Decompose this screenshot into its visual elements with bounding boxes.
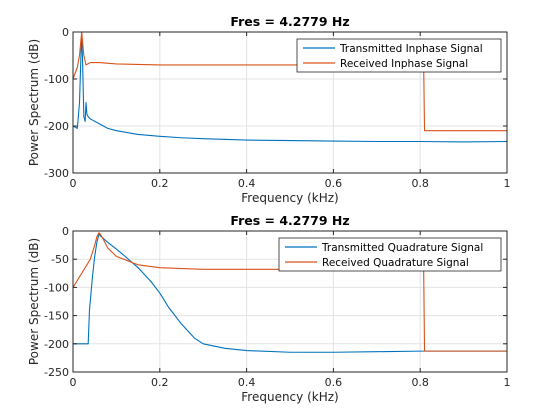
y-tick-label: -100 <box>44 281 69 294</box>
chart-title: Fres = 4.2779 Hz <box>230 14 349 29</box>
axes-box <box>72 31 508 174</box>
y-tick-label: -50 <box>51 253 69 266</box>
x-tick-label: 0.4 <box>238 177 256 190</box>
x-axis-label: Frequency (kHz) <box>241 390 338 404</box>
y-axis-label: Power Spectrum (dB) <box>27 238 41 365</box>
legend-box <box>296 38 502 73</box>
series-line-transmitted <box>73 233 507 353</box>
series-line-received <box>73 232 507 352</box>
y-axis-label: Power Spectrum (dB) <box>27 39 41 166</box>
x-tick-label: 1 <box>504 376 511 389</box>
x-tick-label: 0.6 <box>325 177 343 190</box>
x-tick-label: 0 <box>70 376 77 389</box>
x-tick-label: 0.4 <box>238 376 256 389</box>
series-line-received <box>73 32 507 132</box>
legend-entry-label: Transmitted Inphase Signal <box>339 43 483 55</box>
subplot-2: 0 0.2 0.4 0.6 0.8 1 0 -50 -100 -150 -200 -250 Fres =… <box>27 213 511 404</box>
legend-entry-label: Transmitted Quadrature Signal <box>321 242 483 254</box>
y-tick-label: -200 <box>44 338 69 351</box>
axes-box <box>72 230 508 373</box>
x-tick-label: 0.6 <box>325 376 343 389</box>
y-tick-label: -200 <box>44 120 69 133</box>
legend-entry-label: Received Inphase Signal <box>340 58 468 70</box>
legend-box <box>278 237 502 272</box>
subplot-1: 0 0.2 0.4 0.6 0.8 1 0 -100 -200 -300 Fres = 4.2779… <box>27 14 511 205</box>
x-tick-label: 0.8 <box>411 177 429 190</box>
legend-entry-label: Received Quadrature Signal <box>322 257 469 269</box>
x-axis-label: Frequency (kHz) <box>241 191 338 205</box>
x-tick-label: 0.2 <box>151 376 169 389</box>
y-tick-label: -300 <box>44 167 69 180</box>
x-tick-label: 0 <box>70 177 77 190</box>
y-tick-label: -250 <box>44 366 69 379</box>
chart-title: Fres = 4.2779 Hz <box>230 213 349 228</box>
y-tick-label: 0 <box>62 225 69 238</box>
legend: Transmitted Quadrature Signal Received Qu… <box>278 237 502 272</box>
x-tick-label: 0.2 <box>151 177 169 190</box>
legend: Transmitted Inphase Signal Received Inpha… <box>296 38 502 73</box>
y-tick-label: -150 <box>44 310 69 323</box>
x-tick-label: 0.8 <box>411 376 429 389</box>
y-tick-label: -100 <box>44 73 69 86</box>
x-tick-label: 1 <box>504 177 511 190</box>
y-tick-label: 0 <box>62 26 69 39</box>
